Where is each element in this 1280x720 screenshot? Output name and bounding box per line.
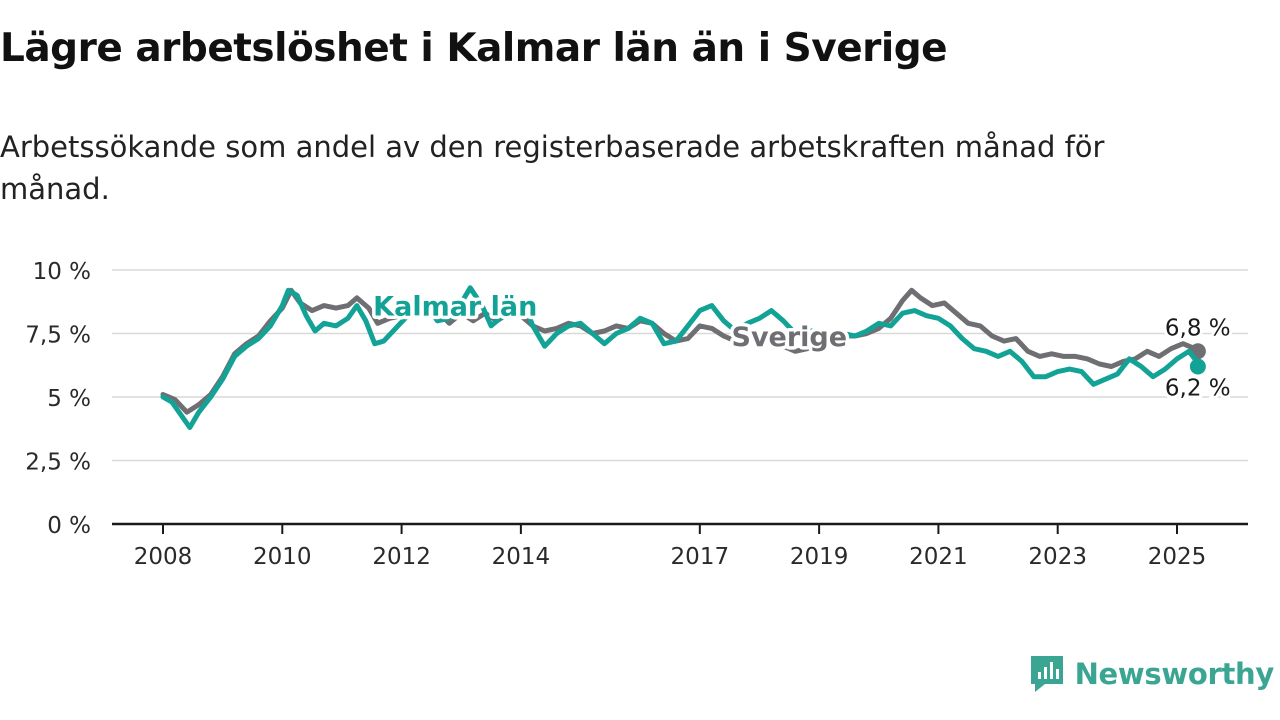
y-tick-label: 2,5 % — [25, 450, 91, 476]
x-tick-label: 2014 — [492, 544, 551, 570]
series-line-sverige — [160, 287, 1201, 415]
series-labels: Sverige 6,8 % Kalmar län 6,2 % — [370, 288, 1234, 404]
y-tick-label: 5 % — [47, 386, 91, 412]
end-value-label-kalmar-l-n: 6,2 % — [1165, 376, 1231, 402]
brand-name: Newsworthy — [1074, 657, 1275, 691]
y-axis: 0 % 2,5 % 5 % 7,5 % 10 % — [25, 259, 91, 539]
x-tick-label: 2025 — [1148, 544, 1207, 570]
x-tick-label: 2023 — [1028, 544, 1087, 570]
x-tick-label: 2019 — [790, 544, 849, 570]
y-tick-label: 7,5 % — [25, 323, 91, 349]
series-group — [160, 285, 1206, 430]
line-chart: 0 % 2,5 % 5 % 7,5 % 10 % 2008 2010 2012 2014 201… — [25, 259, 1248, 570]
x-tick-label: 2021 — [909, 544, 968, 570]
end-value-label-sverige: 6,8 % — [1165, 315, 1231, 341]
series-line-kalmar-l-n — [160, 285, 1201, 430]
y-tick-label: 10 % — [33, 259, 91, 285]
series-label-kalmar-l-n: Kalmar län — [373, 292, 537, 323]
x-tick-label: 2008 — [134, 544, 193, 570]
y-tick-label: 0 % — [47, 513, 91, 539]
chart-subtitle: Arbetssökande som andel av den registerb… — [0, 130, 1105, 206]
series-label-sverige: Sverige — [732, 322, 848, 353]
end-point-kalmar-l-n — [1189, 358, 1206, 375]
newsworthy-logo-icon — [1030, 656, 1063, 692]
chart-title: Lägre arbetslöshet i Kalmar län än i Sve… — [0, 26, 948, 71]
x-axis: 2008 2010 2012 2014 2017 2019 2021 2023 2025 — [112, 522, 1248, 570]
x-tick-label: 2017 — [671, 544, 730, 570]
x-tick-label: 2010 — [253, 544, 312, 570]
newsworthy-logo[interactable]: Newsworthy — [1029, 654, 1274, 694]
x-tick-label: 2012 — [372, 544, 431, 570]
